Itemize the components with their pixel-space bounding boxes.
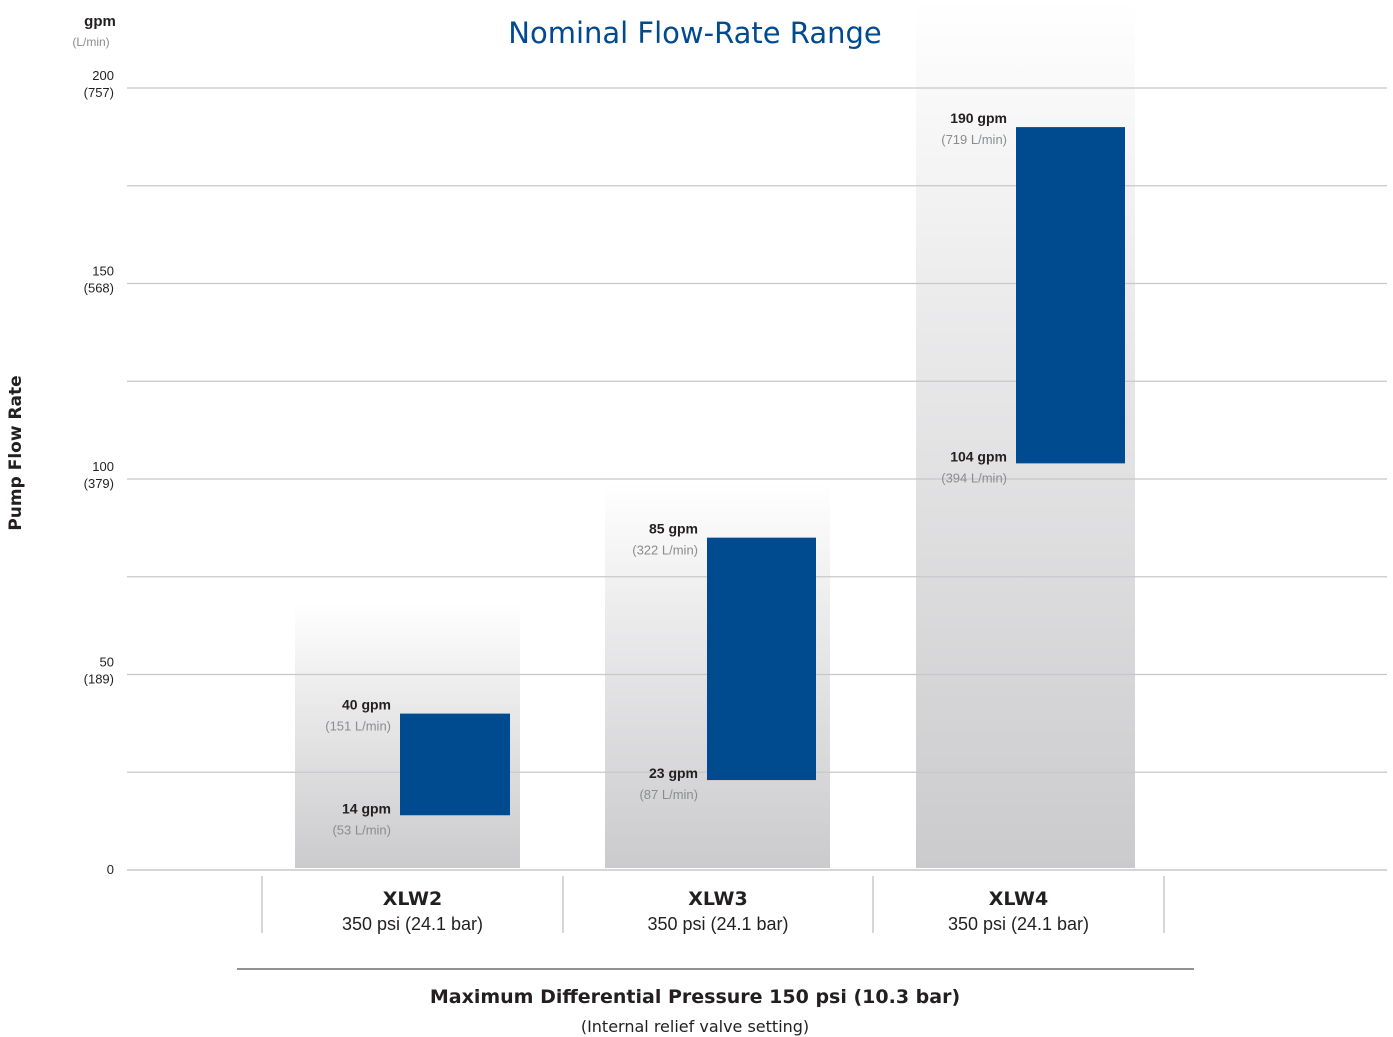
max-value-label-xlw3: 85 gpm [649,521,698,537]
category-name-xlw2: XLW2 [383,888,442,910]
max-value-sublabel-xlw2: (151 L/min) [325,719,391,734]
y-tick-label: 200 [92,68,114,83]
y-tick-label: 0 [107,862,114,877]
category-name-xlw3: XLW3 [688,888,747,910]
category-pressure-xlw3: 350 psi (24.1 bar) [647,914,788,934]
category-pressure-xlw4: 350 psi (24.1 bar) [948,914,1089,934]
y-tick-sublabel: (379) [84,476,114,491]
range-bar-xlw2 [400,713,510,816]
y-unit-secondary: (L/min) [72,35,109,49]
range-bars: 40 gpm (151 L/min) 14 gpm (53 L/min) 85 gpm (… [325,110,1125,837]
min-value-label-xlw2: 14 gpm [342,800,391,816]
y-tick-sublabel: (189) [84,672,114,687]
footer-title: Maximum Differential Pressure 150 psi (1… [430,986,960,1008]
y-axis-ticks: 0 50 (189) 100 (379) 150 (568) 200 (757) [84,68,114,877]
min-value-label-xlw4: 104 gpm [950,448,1007,464]
category-pressure-xlw2: 350 psi (24.1 bar) [342,914,483,934]
y-axis-label: Pump Flow Rate [6,375,26,530]
y-unit-primary: gpm [84,13,116,30]
y-tick-sublabel: (568) [84,281,114,296]
max-value-label-xlw2: 40 gpm [342,697,391,713]
x-axis-categories: XLW2 350 psi (24.1 bar) XLW3 350 psi (24.1 … [261,876,1165,934]
min-value-label-xlw3: 23 gpm [649,765,698,781]
max-value-sublabel-xlw3: (322 L/min) [632,543,698,558]
footer-subtitle: (Internal relief valve setting) [581,1017,809,1036]
y-tick-label: 150 [92,264,114,279]
range-bar-xlw4 [1016,127,1125,464]
category-name-xlw4: XLW4 [989,888,1048,910]
y-tick-sublabel: (757) [84,85,114,100]
max-value-sublabel-xlw4: (719 L/min) [941,132,1007,147]
y-tick-label: 100 [92,459,114,474]
gridlines [127,87,1387,871]
range-bar-xlw3 [707,537,816,781]
min-value-sublabel-xlw3: (87 L/min) [639,787,698,802]
min-value-sublabel-xlw2: (53 L/min) [332,822,391,837]
chart-title: Nominal Flow-Rate Range [508,16,881,50]
y-tick-label: 50 [100,655,114,670]
min-value-sublabel-xlw4: (394 L/min) [941,470,1007,485]
max-value-label-xlw4: 190 gpm [950,110,1007,126]
